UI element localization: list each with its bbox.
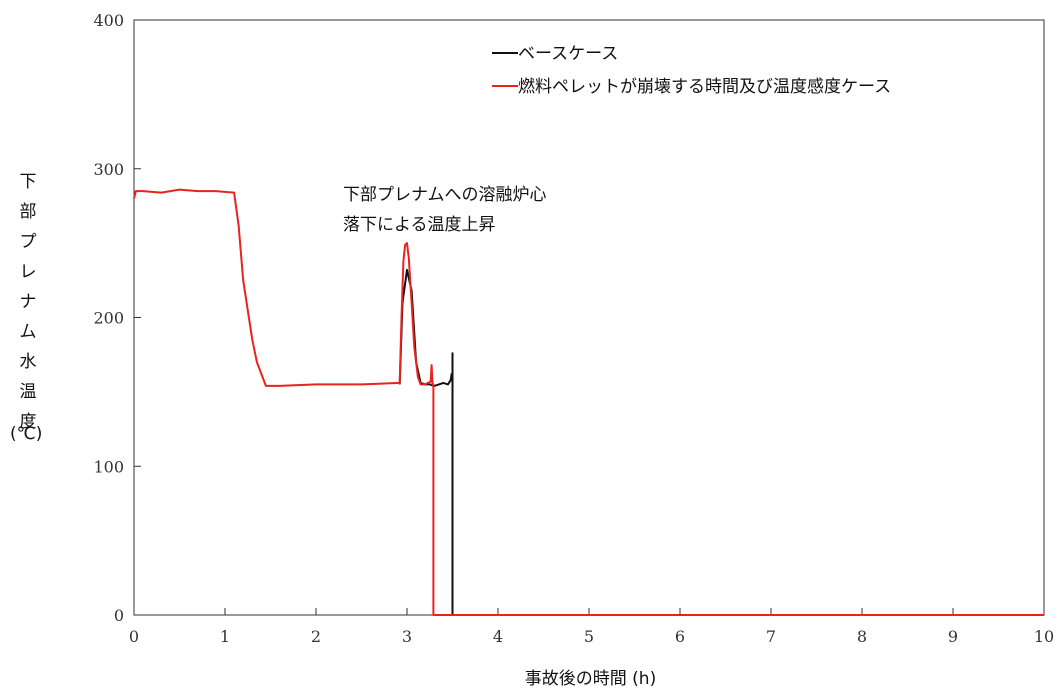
annotation-line-2: 落下による温度上昇: [343, 215, 496, 235]
x-axis-label: 事故後の時間 (h): [524, 669, 657, 689]
x-tick-label: 3: [402, 627, 412, 646]
legend-label-base: ベースケース: [518, 44, 618, 64]
x-tick-label: 6: [675, 627, 685, 646]
x-tick-label: 8: [857, 627, 867, 646]
x-tick-label: 7: [766, 627, 776, 646]
x-tick-label: 9: [948, 627, 958, 646]
annotation-line-1: 下部プレナムへの溶融炉心: [343, 185, 547, 205]
y-tick-label: 100: [93, 457, 124, 476]
x-tick-label: 2: [311, 627, 321, 646]
y-axis-label-char: 水: [19, 352, 37, 372]
plot-area: [133, 19, 1045, 616]
y-axis-ticks: 0 100 200 300 400: [93, 11, 141, 625]
y-axis-label-char: 温: [19, 382, 37, 402]
series-line-1: [133, 188, 1044, 616]
y-tick-label: 400: [93, 11, 124, 30]
y-tick-label: 300: [93, 160, 124, 179]
x-tick-label: 0: [129, 627, 139, 646]
y-axis-label-char: 度: [19, 412, 37, 432]
y-axis-label-char: ム: [19, 322, 37, 342]
y-axis-label-char: レ: [19, 262, 37, 282]
annotation: 下部プレナムへの溶融炉心 落下による温度上昇: [343, 185, 547, 235]
series-layer: [133, 188, 1044, 616]
legend: ベースケース 燃料ペレットが崩壊する時間及び温度感度ケース: [492, 44, 891, 97]
y-axis-label-char: プ: [19, 232, 37, 252]
y-tick-label: 0: [114, 606, 124, 625]
y-axis-label-char: 部: [19, 202, 37, 222]
y-tick-label: 200: [93, 309, 124, 328]
x-tick-label: 1: [220, 627, 230, 646]
series-line-0: [398, 268, 1044, 616]
y-axis-label-char: 下: [19, 172, 37, 192]
x-tick-label: 5: [584, 627, 594, 646]
legend-label-sensitivity: 燃料ペレットが崩壊する時間及び温度感度ケース: [518, 77, 891, 97]
x-axis-ticks: 0 1 2 3 4 5 6 7 8 9 10: [129, 608, 1054, 646]
y-axis-unit: (℃): [10, 424, 43, 444]
x-tick-label: 10: [1034, 627, 1054, 646]
x-tick-label: 4: [493, 627, 503, 646]
y-axis-label-char: ナ: [19, 292, 37, 312]
